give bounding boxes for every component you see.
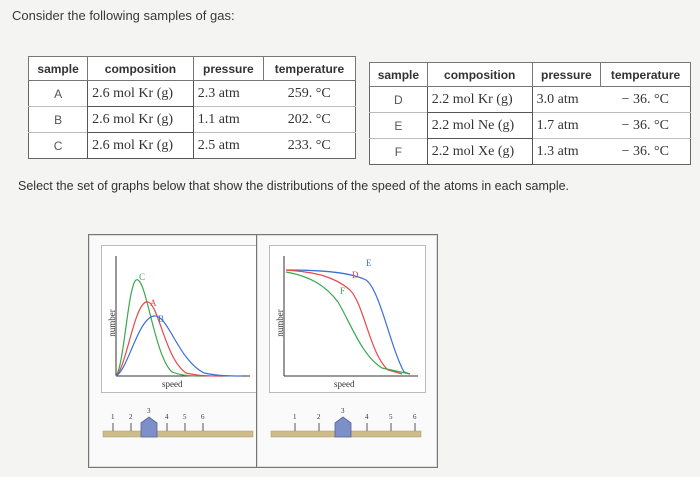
x-axis-label: speed xyxy=(334,379,355,389)
table-row: E 2.2 mol Ne (g) 1.7 atm − 36. °C xyxy=(369,112,691,139)
prompt-text: Consider the following samples of gas: xyxy=(12,8,235,23)
curve-b xyxy=(115,315,243,377)
curve-c xyxy=(115,279,203,377)
slider-thumb[interactable] xyxy=(334,416,352,438)
slider-thumb[interactable] xyxy=(140,416,158,438)
sample-id: E xyxy=(369,112,428,139)
speed-distribution-plot: number speed E D F xyxy=(269,245,426,393)
table-row: C 2.6 mol Kr (g) 2.5 atm 233. °C xyxy=(28,132,356,159)
graph-option-1[interactable]: number speed C A B 1 2 3 4 5 6 xyxy=(88,234,270,468)
sample-composition: 2.2 mol Ne (g) xyxy=(426,112,533,139)
sample-temperature: 259. °C xyxy=(263,80,356,107)
slider-track[interactable] xyxy=(89,405,269,465)
curve-label-b: B xyxy=(158,314,165,324)
sample-composition: 2.6 mol Kr (g) xyxy=(87,80,194,107)
header-sample: sample xyxy=(27,56,89,81)
tick-label: 4 xyxy=(365,413,369,421)
sample-id: D xyxy=(369,86,428,113)
sample-id: C xyxy=(28,132,88,159)
tick-label: 3 xyxy=(147,407,151,415)
sample-composition: 2.6 mol Kr (g) xyxy=(87,106,194,133)
curve-label-f: F xyxy=(340,286,346,296)
distribution-curves xyxy=(115,256,250,377)
header-sample: sample xyxy=(369,62,428,87)
graph-option-2[interactable]: number speed E D F 1 2 3 4 5 6 xyxy=(256,234,438,468)
tick-label: 2 xyxy=(317,413,321,421)
sample-id: F xyxy=(369,138,428,165)
speed-distribution-plot: number speed C A B xyxy=(101,245,258,393)
samples-table-left: sample composition pressure temperature … xyxy=(27,56,357,159)
tick-label: 6 xyxy=(413,413,417,421)
sample-pressure: 1.1 atm xyxy=(193,106,264,133)
sample-composition: 2.2 mol Kr (g) xyxy=(426,86,533,113)
sample-pressure: 1.3 atm xyxy=(532,138,601,165)
sample-pressure: 3.0 atm xyxy=(532,86,601,113)
tick-label: 4 xyxy=(165,413,169,421)
curve-label-e: E xyxy=(366,258,372,268)
sample-temperature: − 36. °C xyxy=(600,138,691,165)
sample-temperature: 233. °C xyxy=(263,132,356,159)
x-axis-label: speed xyxy=(162,379,183,389)
curve-a xyxy=(115,301,221,377)
question-text: Select the set of graphs below that show… xyxy=(18,179,570,193)
sample-composition: 2.6 mol Kr (g) xyxy=(87,132,194,159)
table-row: B 2.6 mol Kr (g) 1.1 atm 202. °C xyxy=(28,106,356,133)
tick-label: 5 xyxy=(389,413,393,421)
samples-table-right: sample composition pressure temperature … xyxy=(369,62,691,165)
header-temperature: temperature xyxy=(262,56,357,81)
curve-f xyxy=(285,271,411,375)
table-header-row: sample composition pressure temperature xyxy=(27,56,357,81)
tick-label: 3 xyxy=(341,407,345,415)
slider-track[interactable] xyxy=(257,405,437,465)
sample-id: A xyxy=(28,80,88,107)
sample-temperature: − 36. °C xyxy=(600,112,691,139)
tick-label: 1 xyxy=(111,413,115,421)
graph-slider[interactable]: 1 2 3 4 5 6 xyxy=(89,405,269,465)
tick-label: 1 xyxy=(293,413,297,421)
curve-e xyxy=(285,269,411,375)
sample-pressure: 1.7 atm xyxy=(532,112,601,139)
table-row: D 2.2 mol Kr (g) 3.0 atm − 36. °C xyxy=(369,86,691,113)
table-row: F 2.2 mol Xe (g) 1.3 atm − 36. °C xyxy=(369,138,691,165)
table-header-row: sample composition pressure temperature xyxy=(369,62,691,87)
graph-slider[interactable]: 1 2 3 4 5 6 xyxy=(257,405,437,465)
header-pressure: pressure xyxy=(531,62,602,87)
sample-temperature: 202. °C xyxy=(263,106,356,133)
sample-pressure: 2.3 atm xyxy=(193,80,264,107)
sample-composition: 2.2 mol Xe (g) xyxy=(426,138,533,165)
header-composition: composition xyxy=(426,62,533,87)
sample-id: B xyxy=(28,106,88,133)
sample-temperature: − 36. °C xyxy=(600,86,691,113)
curve-label-d: D xyxy=(352,270,359,280)
y-axis-label: number xyxy=(274,309,285,337)
tick-label: 5 xyxy=(183,413,187,421)
curve-label-a: A xyxy=(150,298,157,308)
header-pressure: pressure xyxy=(192,56,264,81)
sample-pressure: 2.5 atm xyxy=(193,132,264,159)
header-composition: composition xyxy=(87,56,194,81)
table-row: A 2.6 mol Kr (g) 2.3 atm 259. °C xyxy=(28,80,356,107)
tick-label: 2 xyxy=(129,413,133,421)
y-axis-label: number xyxy=(106,309,117,337)
header-temperature: temperature xyxy=(600,62,691,87)
curve-d xyxy=(285,269,403,375)
curve-label-c: C xyxy=(139,272,146,282)
distribution-curves xyxy=(283,256,418,377)
tick-label: 6 xyxy=(201,413,205,421)
